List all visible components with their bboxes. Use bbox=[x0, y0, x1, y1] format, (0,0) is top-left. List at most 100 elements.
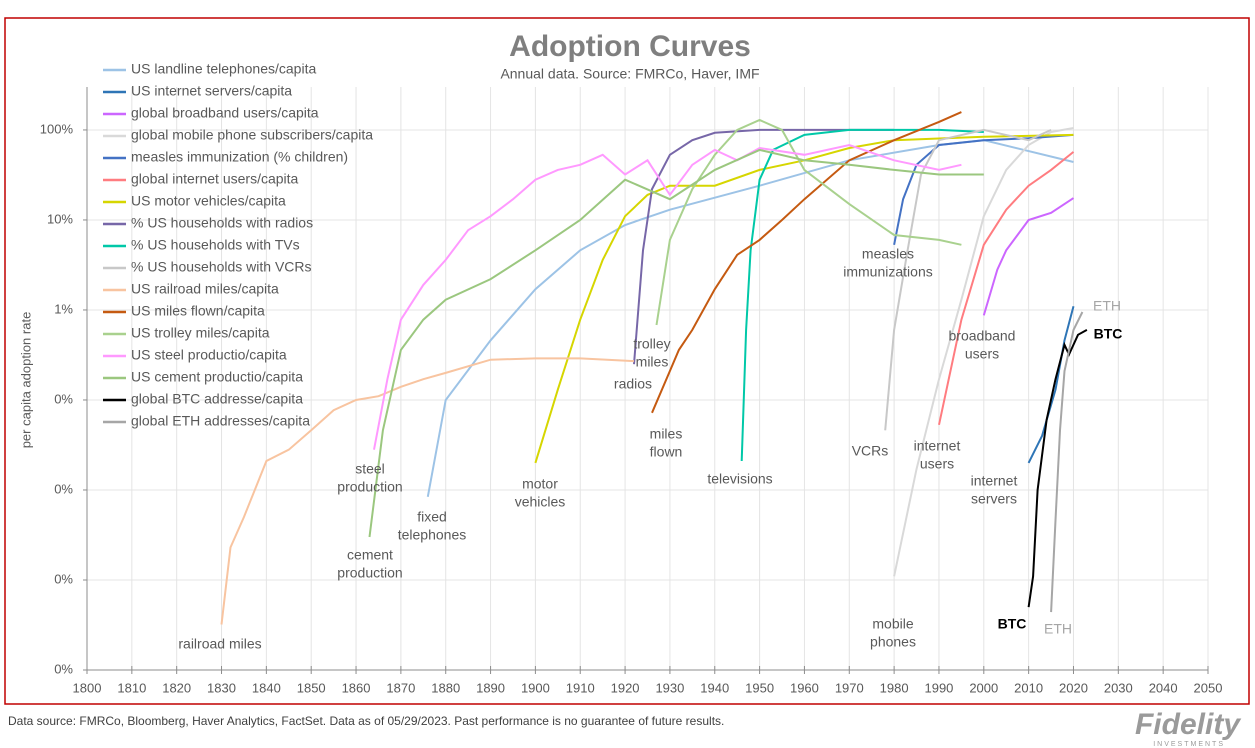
annotation: BTC bbox=[998, 616, 1027, 632]
x-tick-label: 2010 bbox=[1014, 680, 1043, 695]
x-tick-label: 1830 bbox=[207, 680, 236, 695]
y-tick-label: 0% bbox=[54, 481, 73, 496]
frame bbox=[4, 17, 1250, 705]
series-line bbox=[373, 143, 962, 450]
x-tick-label: 1870 bbox=[386, 680, 415, 695]
legend-label: US internet servers/capita bbox=[131, 83, 292, 99]
x-tick-label: 1990 bbox=[924, 680, 953, 695]
x-tick-label: 1930 bbox=[655, 680, 684, 695]
series-line bbox=[982, 197, 1075, 316]
legend-label: measles immunization (% children) bbox=[131, 149, 348, 165]
footnote: Data source: FMRCo, Bloomberg, Haver Ana… bbox=[8, 714, 724, 728]
annotation: phones bbox=[870, 634, 916, 650]
legend-label: global mobile phone subscribers/capita bbox=[131, 127, 373, 143]
annotation: flown bbox=[650, 444, 683, 460]
legend-label: global internet users/capita bbox=[131, 171, 299, 187]
annotation: steel bbox=[355, 461, 385, 477]
x-tick-label: 1840 bbox=[252, 680, 281, 695]
series-line bbox=[368, 148, 984, 538]
x-tick-label: 1820 bbox=[162, 680, 191, 695]
series-line bbox=[220, 357, 635, 625]
chart-title: Adoption Curves bbox=[509, 30, 751, 63]
annotation: measles bbox=[862, 246, 914, 262]
legend-label: global BTC addresse/capita bbox=[131, 391, 303, 407]
annotation: radios bbox=[614, 376, 652, 392]
series-line bbox=[893, 133, 1074, 245]
series-line bbox=[1027, 329, 1088, 608]
legend-label: US steel productio/capita bbox=[131, 347, 287, 363]
legend-label: US miles flown/capita bbox=[131, 303, 265, 319]
annotation: mobile bbox=[872, 616, 913, 632]
annotation: broadband bbox=[949, 328, 1016, 344]
legend-label: global ETH addresses/capita bbox=[131, 413, 310, 429]
x-tick-label: 2050 bbox=[1194, 680, 1223, 695]
annotation: cement bbox=[347, 547, 393, 563]
legend-label: US motor vehicles/capita bbox=[131, 193, 286, 209]
legend-label: US railroad miles/capita bbox=[131, 281, 279, 297]
chart-subtitle: Annual data. Source: FMRCo, Haver, IMF bbox=[500, 66, 759, 82]
annotation: servers bbox=[971, 491, 1017, 507]
series-line bbox=[1050, 311, 1084, 613]
legend-label: US cement productio/capita bbox=[131, 369, 303, 385]
y-tick-label: 0% bbox=[54, 661, 73, 676]
x-tick-label: 1880 bbox=[431, 680, 460, 695]
legend-label: % US households with radios bbox=[131, 215, 313, 231]
annotation: BTC bbox=[1094, 326, 1123, 342]
y-tick-label: 1% bbox=[54, 301, 73, 316]
annotation: telephones bbox=[398, 527, 467, 543]
x-tick-label: 1980 bbox=[880, 680, 909, 695]
x-tick-label: 1800 bbox=[73, 680, 102, 695]
legend-label: global broadband users/capita bbox=[131, 105, 319, 121]
annotation: miles bbox=[650, 426, 683, 442]
legend-label: US trolley miles/capita bbox=[131, 325, 270, 341]
x-tick-label: 2020 bbox=[1059, 680, 1088, 695]
y-tick-label: 0% bbox=[54, 391, 73, 406]
x-tick-label: 1920 bbox=[611, 680, 640, 695]
y-tick-label: 100% bbox=[40, 121, 74, 136]
annotation: internet bbox=[971, 473, 1018, 489]
series-line bbox=[938, 151, 1075, 426]
annotation: railroad miles bbox=[178, 636, 261, 652]
series-line bbox=[655, 118, 962, 326]
annotation: internet bbox=[914, 438, 961, 454]
x-tick-label: 1900 bbox=[521, 680, 550, 695]
y-tick-label: 10% bbox=[47, 211, 73, 226]
series-line bbox=[651, 111, 962, 414]
x-tick-label: 1940 bbox=[700, 680, 729, 695]
annotation: ETH bbox=[1093, 298, 1121, 314]
annotation: motor bbox=[522, 476, 558, 492]
logo: Fidelity bbox=[1135, 708, 1241, 741]
x-tick-label: 1850 bbox=[297, 680, 326, 695]
x-tick-label: 2040 bbox=[1149, 680, 1178, 695]
annotation: users bbox=[920, 456, 954, 472]
series-line bbox=[633, 128, 895, 365]
x-tick-label: 1890 bbox=[476, 680, 505, 695]
series-line bbox=[1027, 305, 1075, 464]
annotation: production bbox=[337, 565, 402, 581]
annotation: televisions bbox=[707, 471, 772, 487]
x-tick-label: 1810 bbox=[117, 680, 146, 695]
series-line bbox=[884, 128, 1052, 431]
logo-sub: INVESTMENTS bbox=[1153, 741, 1225, 748]
annotation: trolley bbox=[633, 336, 670, 352]
annotation: miles bbox=[636, 354, 669, 370]
annotation: VCRs bbox=[852, 443, 889, 459]
x-tick-label: 2030 bbox=[1104, 680, 1133, 695]
annotation: production bbox=[337, 479, 402, 495]
x-tick-label: 1950 bbox=[745, 680, 774, 695]
annotation: ETH bbox=[1044, 621, 1072, 637]
x-tick-label: 1910 bbox=[566, 680, 595, 695]
y-tick-label: 0% bbox=[54, 571, 73, 586]
series-line bbox=[426, 139, 1074, 497]
annotation: immunizations bbox=[843, 264, 932, 280]
x-tick-label: 1860 bbox=[342, 680, 371, 695]
x-tick-label: 1970 bbox=[835, 680, 864, 695]
annotation: vehicles bbox=[515, 494, 566, 510]
x-tick-label: 2000 bbox=[969, 680, 998, 695]
legend-label: % US households with TVs bbox=[131, 237, 300, 253]
y-axis-label: per capita adoption rate bbox=[18, 312, 33, 449]
x-tick-label: 1960 bbox=[790, 680, 819, 695]
legend-label: US landline telephones/capita bbox=[131, 61, 316, 77]
legend-label: % US households with VCRs bbox=[131, 259, 312, 275]
